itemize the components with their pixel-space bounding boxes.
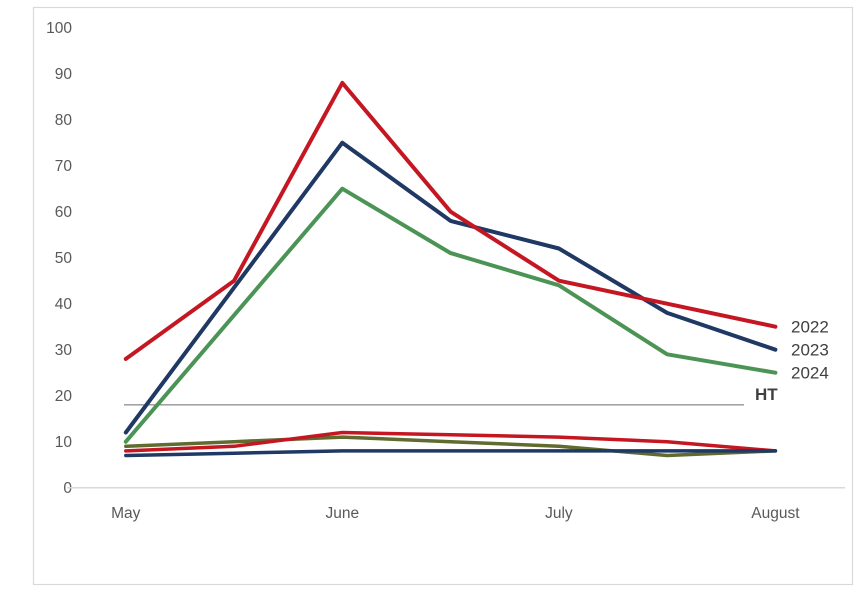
series-line-2024 (123, 186, 778, 444)
series-line-unlabeled-red (124, 430, 778, 453)
y-axis-tick-label: 100 (46, 20, 72, 37)
series-end-label-2023: 2023 (791, 341, 829, 360)
x-axis-month-label: May (111, 505, 141, 522)
y-axis-tick-label: 50 (55, 250, 73, 267)
x-axis-month-label: July (545, 505, 573, 522)
x-axis-month-label: August (751, 505, 800, 522)
reference-line-label: HT (755, 385, 778, 404)
y-axis-tick-label: 60 (55, 204, 73, 221)
series-line-2022 (123, 80, 778, 361)
y-axis-tick-label: 10 (55, 434, 73, 451)
y-axis-tick-label: 0 (63, 480, 72, 497)
chart-frame-border (32, 6, 854, 586)
y-axis-tick-label: 70 (55, 158, 73, 175)
series-end-label-2024: 2024 (791, 364, 829, 383)
y-axis-tick-label: 90 (55, 66, 73, 83)
y-axis-tick-label: 80 (55, 112, 73, 129)
series-line-2023 (123, 140, 778, 435)
y-axis-tick-label: 20 (55, 388, 73, 405)
y-axis-tick-label: 40 (55, 296, 73, 313)
series-line-unlabeled-olive (124, 435, 778, 458)
series-end-label-2022: 2022 (791, 318, 829, 337)
x-axis-month-label: June (326, 505, 360, 522)
series-line-unlabeled-navy (124, 449, 778, 458)
y-axis-tick-label: 30 (55, 342, 73, 359)
